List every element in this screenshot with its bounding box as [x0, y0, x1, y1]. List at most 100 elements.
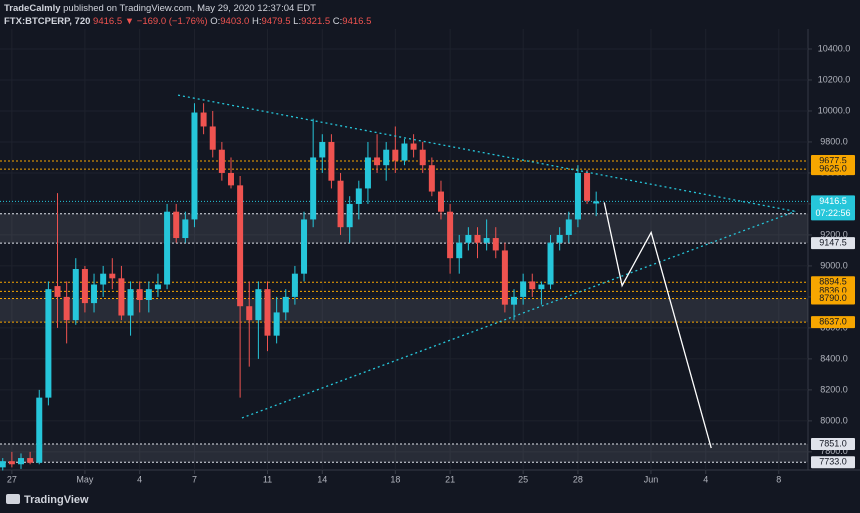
header-line-1: TradeCalmly published on TradingView.com… [4, 3, 316, 14]
level-label: 9677.5 [819, 155, 847, 165]
candle-body [511, 296, 518, 305]
open-label: O: [210, 16, 221, 27]
x-tick-label: 27 [7, 474, 17, 484]
zone [0, 298, 808, 323]
x-tick-label: May [76, 474, 94, 484]
candle-body [337, 180, 344, 228]
x-tick-label: Jun [644, 474, 659, 484]
candle-body [346, 203, 353, 228]
candle-body [419, 149, 426, 166]
axes: 7800.08000.08200.08400.08600.08800.09000… [7, 43, 855, 484]
candle-body [437, 191, 444, 212]
candle-body [593, 201, 600, 204]
candle-body [547, 242, 554, 285]
candle-body [200, 112, 207, 127]
y-tick-label: 8400.0 [820, 353, 848, 363]
level-label-box [811, 456, 855, 469]
high-label: H: [251, 16, 262, 27]
candle-body [227, 172, 234, 186]
candle-body [273, 312, 280, 336]
trendline [241, 210, 796, 419]
candle-body [556, 234, 563, 243]
close-label: C: [332, 16, 343, 27]
candle-body [401, 143, 408, 161]
level-label: 8836.0 [819, 286, 847, 296]
candle-body [218, 149, 225, 173]
close: 9416.5 [342, 16, 372, 27]
x-tick-label: 18 [390, 474, 400, 484]
candle-body [100, 273, 107, 285]
candle-body [246, 306, 253, 321]
candle-body [127, 289, 134, 316]
candle-body [428, 165, 435, 192]
candle-body [474, 234, 481, 243]
candle-body [392, 149, 399, 161]
projection [603, 202, 712, 449]
candle-body [501, 250, 508, 305]
level-label-box [811, 437, 855, 450]
y-tick-label: 8000.0 [820, 415, 848, 425]
level-label-box [811, 292, 855, 305]
candle-body [574, 172, 581, 220]
y-tick-label: 9200.0 [820, 229, 848, 239]
level-label: 7733.0 [819, 457, 847, 467]
candle-body [145, 289, 152, 301]
low-label: L: [293, 16, 302, 27]
candle-body [374, 157, 381, 166]
candle-body [310, 157, 317, 220]
candle-body [255, 289, 262, 321]
level-label-box [811, 316, 855, 329]
low: 9321.5 [301, 16, 331, 27]
author: TradeCalmly [4, 3, 61, 14]
candle-body [173, 211, 180, 239]
drawings [177, 94, 796, 449]
candle-body [319, 141, 326, 158]
candle-body [209, 126, 216, 150]
candle-body [565, 219, 572, 235]
candle-body [483, 238, 490, 243]
header-line-2: FTX:BTCPERP, 720 9416.5 ▼ −169.0 (−1.76%… [4, 16, 371, 27]
candle-body [182, 219, 189, 239]
x-tick-label: 8 [776, 474, 781, 484]
open: 9403.0 [220, 16, 250, 27]
level-label: 7851.0 [819, 438, 847, 448]
x-tick-label: 14 [317, 474, 327, 484]
level-label: 8790.0 [819, 293, 847, 303]
level-label-box [811, 163, 855, 176]
y-tick-label: 8200.0 [820, 384, 848, 394]
candle-body [520, 281, 527, 297]
candle-body [72, 269, 79, 321]
candle-body [63, 296, 70, 321]
candle-body [291, 273, 298, 297]
y-tick-label: 9800.0 [820, 136, 848, 146]
countdown: 07:22:56 [815, 208, 850, 218]
level-label-box [811, 276, 855, 289]
candle-body [383, 149, 390, 166]
candle-body [109, 273, 116, 279]
logo-icon [6, 494, 20, 504]
zones [0, 213, 808, 463]
plot-area [0, 29, 808, 470]
candle-body [118, 278, 125, 316]
last: 9416.5 [93, 16, 123, 27]
candle-body [355, 188, 362, 204]
levels [0, 160, 808, 463]
zone [0, 213, 808, 244]
candle-body [492, 238, 499, 251]
y-tick-label: 7800.0 [820, 446, 848, 456]
candle-body [456, 242, 463, 259]
candle-body [264, 289, 271, 336]
candle-body [584, 172, 591, 201]
x-tick-label: 11 [263, 474, 272, 484]
high: 9479.5 [261, 16, 291, 27]
y-tick-label: 9000.0 [820, 260, 848, 270]
candle-body [164, 211, 171, 285]
candle-body [36, 397, 43, 463]
candle-body [237, 185, 244, 307]
x-tick-label: 21 [445, 474, 455, 484]
candle-body [191, 112, 198, 220]
candle-body [328, 141, 335, 181]
candle-body [465, 234, 472, 243]
